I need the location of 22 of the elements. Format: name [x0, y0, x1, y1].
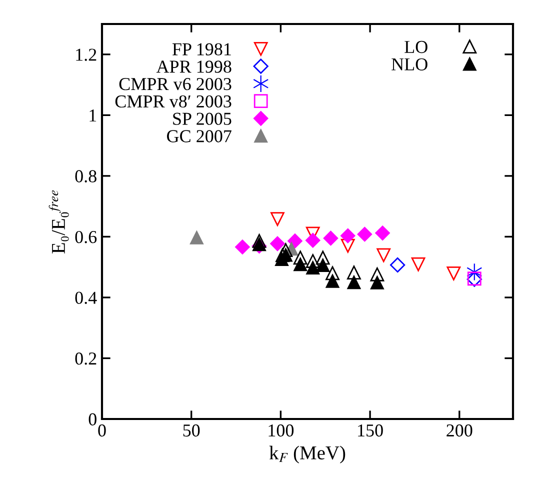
y-tick-label: 1.2: [76, 48, 96, 61]
legend-label: FP 1981: [172, 43, 231, 56]
legend-label: NLO: [392, 58, 428, 70]
y-tick-label: 0.6: [75, 230, 97, 244]
y-tick-label: 0: [88, 413, 96, 426]
x-tick-label: 50: [183, 424, 200, 437]
x-tick-label: 100: [268, 424, 294, 437]
y-tick-label: 0.2: [75, 352, 96, 365]
y-tick-label: 0.8: [75, 170, 96, 182]
legend-label: LO: [404, 40, 428, 54]
legend-label: APR 1998: [156, 60, 232, 73]
x-axis-title: k$_{F}$ (MeV): [269, 446, 346, 464]
y-tick-label: 0.4: [75, 292, 97, 304]
legend-label: GC 2007: [167, 130, 232, 142]
y-axis-title: E₀/E₀$^{free}$: [48, 190, 69, 254]
legend-label: SP 2005: [173, 112, 232, 125]
legend-label: CMPR v6 2003: [119, 78, 232, 90]
x-tick-label: 0: [98, 424, 106, 437]
y-tick-label: 1: [90, 110, 96, 122]
x-tick-label: 150: [358, 424, 383, 437]
legend-label: CMPR v8′ 2003: [115, 95, 232, 108]
x-tick-label: 200: [446, 424, 472, 437]
